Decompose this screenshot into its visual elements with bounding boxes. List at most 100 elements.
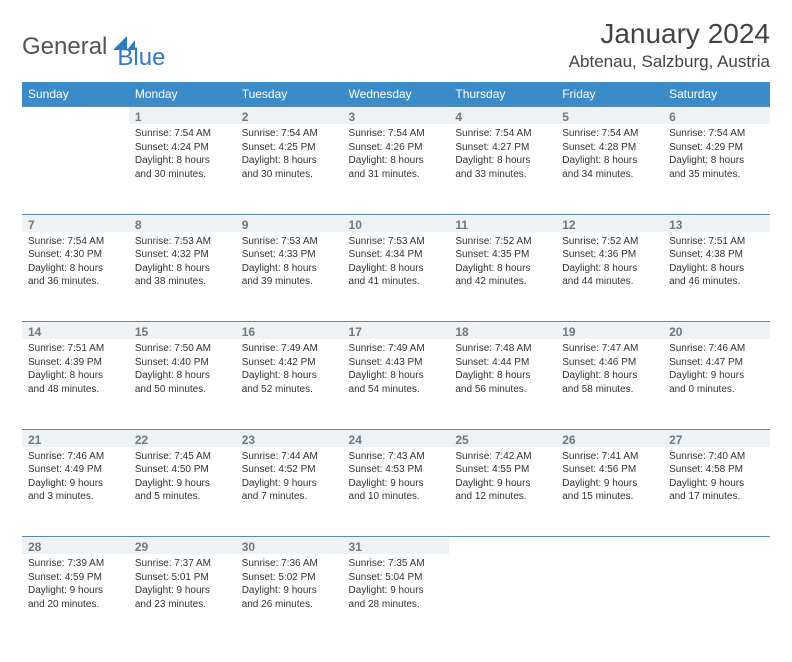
day-info-line: Sunrise: 7:47 AM bbox=[562, 342, 657, 356]
day-number: 1 bbox=[129, 107, 236, 125]
day-cell: Sunrise: 7:54 AMSunset: 4:24 PMDaylight:… bbox=[129, 124, 236, 214]
day-number: 13 bbox=[663, 214, 770, 232]
day-info-line: Sunset: 4:46 PM bbox=[562, 356, 657, 370]
day-number: 26 bbox=[556, 429, 663, 447]
day-info-line: Sunset: 4:34 PM bbox=[349, 248, 444, 262]
weekday-header-row: Sunday Monday Tuesday Wednesday Thursday… bbox=[22, 82, 770, 107]
day-number-row: 21222324252627 bbox=[22, 429, 770, 447]
day-info-line: Daylight: 8 hours bbox=[455, 262, 550, 276]
day-info-line: Daylight: 9 hours bbox=[242, 477, 337, 491]
day-info-line: Sunset: 4:29 PM bbox=[669, 141, 764, 155]
day-number: 4 bbox=[449, 107, 556, 125]
day-content-row: Sunrise: 7:46 AMSunset: 4:49 PMDaylight:… bbox=[22, 447, 770, 537]
day-info-line: Sunrise: 7:35 AM bbox=[349, 557, 444, 571]
day-info-line: Sunrise: 7:41 AM bbox=[562, 450, 657, 464]
day-number: 3 bbox=[343, 107, 450, 125]
day-info-line: Daylight: 8 hours bbox=[349, 154, 444, 168]
day-info-line: Sunrise: 7:45 AM bbox=[135, 450, 230, 464]
day-number: 31 bbox=[343, 537, 450, 555]
day-info-line: and 31 minutes. bbox=[349, 168, 444, 182]
day-cell: Sunrise: 7:53 AMSunset: 4:32 PMDaylight:… bbox=[129, 232, 236, 322]
day-info-line: Sunset: 5:04 PM bbox=[349, 571, 444, 585]
day-info-line: and 30 minutes. bbox=[135, 168, 230, 182]
page-title: January 2024 bbox=[569, 18, 770, 50]
day-cell: Sunrise: 7:35 AMSunset: 5:04 PMDaylight:… bbox=[343, 554, 450, 644]
logo: General Blue bbox=[22, 18, 165, 72]
day-cell: Sunrise: 7:49 AMSunset: 4:42 PMDaylight:… bbox=[236, 339, 343, 429]
day-info-line: Sunrise: 7:52 AM bbox=[562, 235, 657, 249]
day-number: 2 bbox=[236, 107, 343, 125]
day-number: 16 bbox=[236, 322, 343, 340]
day-info-line: Sunset: 4:53 PM bbox=[349, 463, 444, 477]
day-cell: Sunrise: 7:36 AMSunset: 5:02 PMDaylight:… bbox=[236, 554, 343, 644]
day-info-line: Sunset: 4:32 PM bbox=[135, 248, 230, 262]
day-info-line: Sunset: 5:01 PM bbox=[135, 571, 230, 585]
day-info-line: Sunset: 4:27 PM bbox=[455, 141, 550, 155]
day-cell: Sunrise: 7:54 AMSunset: 4:27 PMDaylight:… bbox=[449, 124, 556, 214]
day-number: 8 bbox=[129, 214, 236, 232]
day-info-line: Daylight: 9 hours bbox=[669, 369, 764, 383]
day-content-row: Sunrise: 7:54 AMSunset: 4:30 PMDaylight:… bbox=[22, 232, 770, 322]
day-cell: Sunrise: 7:54 AMSunset: 4:29 PMDaylight:… bbox=[663, 124, 770, 214]
day-info-line: Daylight: 9 hours bbox=[562, 477, 657, 491]
day-info-line: Sunrise: 7:36 AM bbox=[242, 557, 337, 571]
calendar-page: General Blue January 2024 Abtenau, Salzb… bbox=[0, 0, 792, 662]
day-number: 6 bbox=[663, 107, 770, 125]
weekday-header: Monday bbox=[129, 82, 236, 107]
day-info-line: and 36 minutes. bbox=[28, 275, 123, 289]
day-cell: Sunrise: 7:47 AMSunset: 4:46 PMDaylight:… bbox=[556, 339, 663, 429]
day-cell: Sunrise: 7:52 AMSunset: 4:35 PMDaylight:… bbox=[449, 232, 556, 322]
day-info-line: Daylight: 8 hours bbox=[135, 154, 230, 168]
day-info-line: Sunset: 4:49 PM bbox=[28, 463, 123, 477]
day-info-line: Daylight: 8 hours bbox=[455, 154, 550, 168]
day-info-line: Sunset: 4:47 PM bbox=[669, 356, 764, 370]
day-number bbox=[556, 537, 663, 555]
day-cell: Sunrise: 7:50 AMSunset: 4:40 PMDaylight:… bbox=[129, 339, 236, 429]
day-info-line: and 15 minutes. bbox=[562, 490, 657, 504]
day-info-line: Sunset: 4:50 PM bbox=[135, 463, 230, 477]
day-cell: Sunrise: 7:53 AMSunset: 4:34 PMDaylight:… bbox=[343, 232, 450, 322]
day-info-line: and 7 minutes. bbox=[242, 490, 337, 504]
day-cell bbox=[663, 554, 770, 644]
day-info-line: Sunrise: 7:52 AM bbox=[455, 235, 550, 249]
day-info-line: Sunset: 4:26 PM bbox=[349, 141, 444, 155]
day-info-line: and 10 minutes. bbox=[349, 490, 444, 504]
header: General Blue January 2024 Abtenau, Salzb… bbox=[22, 18, 770, 72]
day-info-line: Sunrise: 7:54 AM bbox=[349, 127, 444, 141]
day-info-line: Sunrise: 7:54 AM bbox=[242, 127, 337, 141]
day-number: 19 bbox=[556, 322, 663, 340]
weekday-header: Sunday bbox=[22, 82, 129, 107]
day-info-line: Daylight: 8 hours bbox=[28, 262, 123, 276]
day-info-line: Sunset: 4:59 PM bbox=[28, 571, 123, 585]
day-cell: Sunrise: 7:37 AMSunset: 5:01 PMDaylight:… bbox=[129, 554, 236, 644]
day-info-line: Sunrise: 7:43 AM bbox=[349, 450, 444, 464]
weekday-header: Friday bbox=[556, 82, 663, 107]
day-cell: Sunrise: 7:44 AMSunset: 4:52 PMDaylight:… bbox=[236, 447, 343, 537]
day-number: 22 bbox=[129, 429, 236, 447]
day-info-line: Daylight: 8 hours bbox=[349, 369, 444, 383]
day-info-line: Daylight: 8 hours bbox=[242, 262, 337, 276]
day-info-line: and 41 minutes. bbox=[349, 275, 444, 289]
day-cell bbox=[449, 554, 556, 644]
day-info-line: and 52 minutes. bbox=[242, 383, 337, 397]
day-info-line: and 26 minutes. bbox=[242, 598, 337, 612]
day-info-line: Daylight: 9 hours bbox=[28, 584, 123, 598]
day-info-line: Sunset: 4:25 PM bbox=[242, 141, 337, 155]
day-cell: Sunrise: 7:53 AMSunset: 4:33 PMDaylight:… bbox=[236, 232, 343, 322]
day-number: 5 bbox=[556, 107, 663, 125]
day-info-line: Sunrise: 7:39 AM bbox=[28, 557, 123, 571]
day-info-line: and 20 minutes. bbox=[28, 598, 123, 612]
day-info-line: Sunset: 4:24 PM bbox=[135, 141, 230, 155]
day-number: 12 bbox=[556, 214, 663, 232]
day-info-line: Daylight: 8 hours bbox=[28, 369, 123, 383]
day-number-row: 123456 bbox=[22, 107, 770, 125]
day-cell: Sunrise: 7:39 AMSunset: 4:59 PMDaylight:… bbox=[22, 554, 129, 644]
day-number: 21 bbox=[22, 429, 129, 447]
day-number: 18 bbox=[449, 322, 556, 340]
day-info-line: and 35 minutes. bbox=[669, 168, 764, 182]
day-cell: Sunrise: 7:40 AMSunset: 4:58 PMDaylight:… bbox=[663, 447, 770, 537]
day-number: 29 bbox=[129, 537, 236, 555]
day-info-line: Sunset: 4:35 PM bbox=[455, 248, 550, 262]
day-info-line: Sunrise: 7:42 AM bbox=[455, 450, 550, 464]
day-info-line: and 23 minutes. bbox=[135, 598, 230, 612]
